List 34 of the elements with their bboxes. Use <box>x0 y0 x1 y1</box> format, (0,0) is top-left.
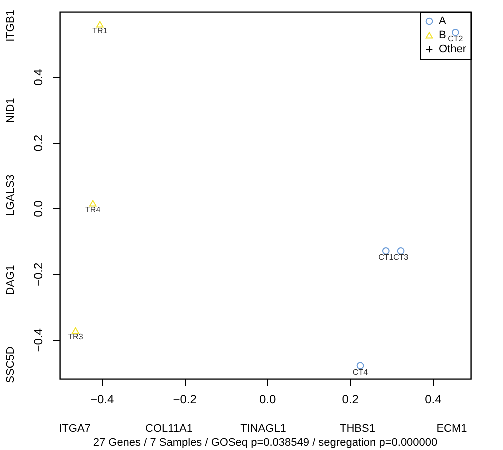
data-label: CT4 <box>352 368 369 377</box>
point <box>89 200 97 207</box>
data-label: CT1 <box>378 253 394 262</box>
x-tick-label: −0.2 <box>173 392 198 406</box>
y-tick-label: 0.0 <box>32 200 46 218</box>
text: DAG1 <box>5 265 17 296</box>
text: LGALS3 <box>5 174 17 216</box>
text: ECM1 <box>436 423 468 435</box>
text: ITGA7 <box>59 423 91 435</box>
point <box>96 21 104 28</box>
x-tick-label: 0.4 <box>425 392 442 406</box>
data-label: TR4 <box>86 206 102 215</box>
text: COL11A1 <box>146 423 193 435</box>
y-tick-label: 0.4 <box>32 68 46 86</box>
text: TINAGL1 <box>240 423 286 435</box>
legend-label: Other <box>439 44 467 56</box>
x-tick-label: −0.4 <box>90 392 114 406</box>
x-tick-label: 0.0 <box>260 392 277 406</box>
point <box>72 327 80 334</box>
legend-label: B <box>439 30 446 42</box>
text: THBS1 <box>340 423 376 435</box>
x-tick-label: 0.2 <box>342 392 360 406</box>
text: 27 Genes / 7 Samples / GOSeq p=0.038549 / segregation p=0.000000 <box>93 437 438 449</box>
text: SSC5D <box>5 346 17 384</box>
data-label: CT2 <box>448 34 464 44</box>
legend-label: A <box>439 16 447 28</box>
y-tick-label: −0.4 <box>32 328 46 352</box>
data-label: TR3 <box>68 332 84 342</box>
text: ITGB1 <box>5 10 17 42</box>
data-label: CT3 <box>393 253 410 262</box>
y-tick-label: 0.2 <box>32 134 46 152</box>
data-label: TR1 <box>92 26 108 36</box>
y-tick-label: −0.2 <box>32 262 46 287</box>
text: NID1 <box>5 98 17 124</box>
